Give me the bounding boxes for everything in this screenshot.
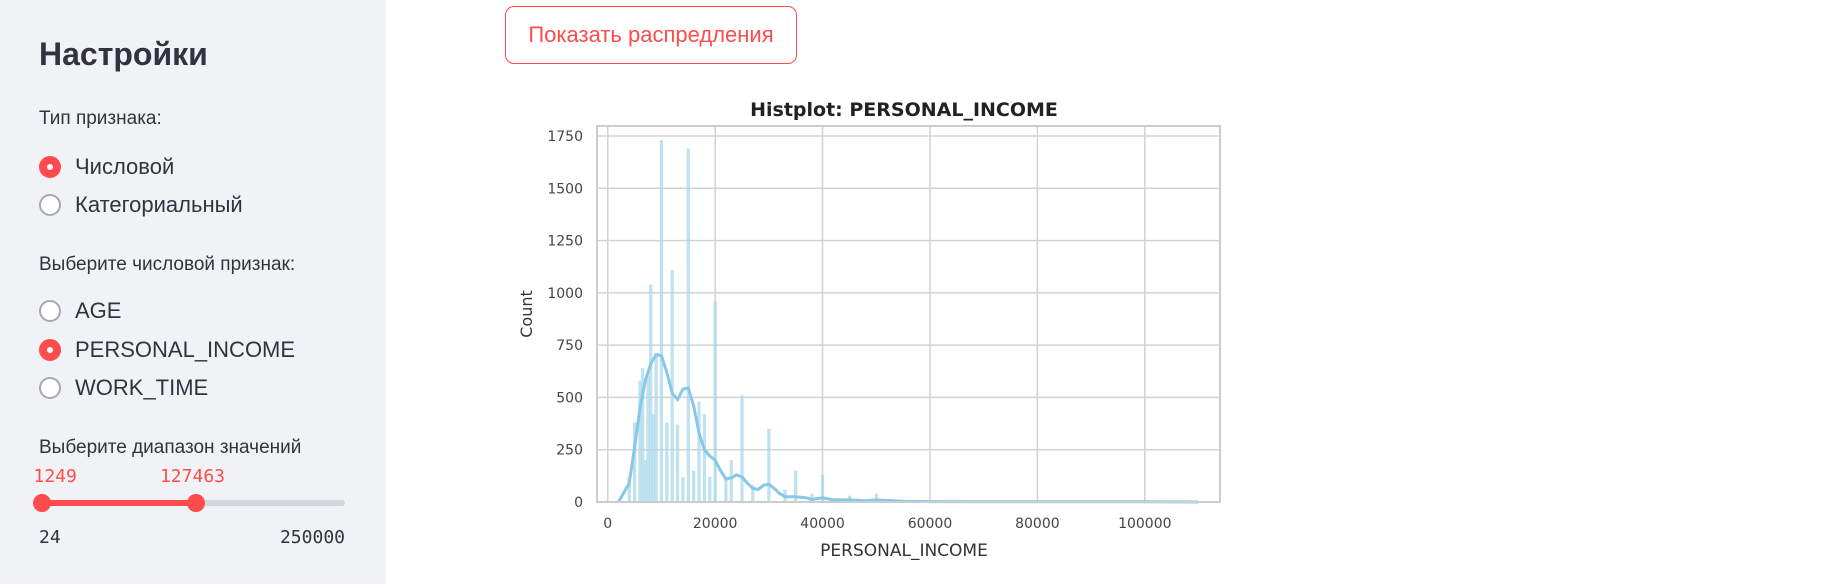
range-slider-low-handle[interactable]: [33, 494, 52, 512]
x-tick-label: 80000: [1015, 516, 1060, 532]
radio-label: AGE: [75, 298, 122, 323]
radio-personal-income[interactable]: PERSONAL_INCOME: [39, 335, 295, 365]
range-high-value: 127463: [159, 466, 225, 487]
radio-numeric[interactable]: Числовой: [39, 152, 174, 182]
x-tick-label: 20000: [693, 516, 738, 532]
radio-label: Категориальный: [75, 192, 243, 217]
radio-selected-icon: [39, 156, 61, 178]
histogram-bar: [646, 376, 650, 502]
y-tick-label: 1500: [547, 181, 583, 197]
feature-type-label: Тип признака:: [39, 108, 162, 129]
histogram-bar: [686, 148, 690, 502]
y-tick-label: 250: [556, 443, 583, 459]
histogram-bar: [692, 470, 696, 502]
histogram-bar: [675, 424, 680, 502]
sidebar: Настройки Тип признака: Числовой Категор…: [0, 0, 386, 584]
histogram-bar: [697, 401, 701, 502]
y-tick-label: 500: [556, 390, 583, 406]
kde-line: [617, 352, 1199, 504]
radio-label: WORK_TIME: [75, 375, 209, 400]
y-axis-label: Count: [517, 290, 536, 338]
radio-work-time[interactable]: WORK_TIME: [39, 373, 208, 403]
range-low-value: 1249: [33, 466, 77, 487]
histogram-bar: [708, 476, 712, 502]
y-tick-label: 1750: [547, 129, 583, 145]
sidebar-title: Настройки: [39, 36, 208, 72]
histogram-bar: [649, 284, 653, 502]
histogram-bar: [820, 474, 825, 502]
histogram-bar: [641, 368, 645, 502]
histogram-bar: [874, 493, 878, 502]
histogram-bar: [632, 422, 637, 502]
show-distributions-button[interactable]: Показать распредления: [505, 6, 797, 64]
plot-frame: [596, 125, 1221, 503]
y-tick-label: 750: [556, 338, 583, 354]
histogram-svg: Histplot: PERSONAL_INCOME 0 20000 40000 600…: [517, 99, 1221, 561]
radio-unselected-icon: [39, 377, 61, 399]
radio-label: PERSONAL_INCOME: [75, 337, 296, 362]
histogram-bar: [670, 269, 674, 502]
histogram-bar: [638, 380, 642, 502]
radio-unselected-icon: [39, 300, 61, 322]
histogram-bar: [665, 422, 669, 502]
range-slider-high-handle[interactable]: [186, 494, 205, 512]
radio-categorical[interactable]: Категориальный: [39, 190, 243, 220]
histogram-chart: Histplot: PERSONAL_INCOME 0 20000 40000 600…: [500, 90, 1270, 575]
range-max-label: 250000: [279, 527, 345, 548]
range-slider-fill: [42, 500, 196, 506]
chart-title: Histplot: PERSONAL_INCOME: [750, 99, 1058, 121]
y-tick-label: 1250: [547, 234, 583, 250]
x-tick-label: 0: [603, 516, 612, 532]
x-tick-label: 60000: [908, 516, 953, 532]
y-tick-label: 1000: [547, 286, 583, 302]
histogram-bar: [810, 493, 814, 502]
histogram-bar: [713, 301, 717, 502]
histogram-bar: [794, 470, 798, 502]
histogram-bar: [654, 355, 658, 502]
histogram-bar: [767, 428, 771, 502]
histogram-bar: [729, 460, 733, 502]
range-min-label: 24: [39, 527, 61, 548]
histogram-bar: [651, 414, 656, 502]
histogram-bar: [740, 395, 744, 502]
radio-unselected-icon: [39, 194, 61, 216]
histogram-bar: [681, 476, 685, 502]
x-axis-label: PERSONAL_INCOME: [820, 541, 988, 561]
range-label: Выберите диапазон значений: [39, 437, 302, 458]
histogram-bar: [627, 476, 631, 502]
numeric-feature-label: Выберите числовой признак:: [39, 254, 296, 275]
histogram-bar: [724, 476, 728, 502]
histogram-bar: [751, 485, 755, 502]
histogram-bar: [643, 460, 647, 502]
radio-age[interactable]: AGE: [39, 296, 121, 326]
x-tick-label: 100000: [1118, 516, 1171, 532]
histogram-bar: [702, 414, 707, 502]
x-tick-label: 40000: [800, 516, 845, 532]
radio-label: Числовой: [75, 154, 175, 179]
y-tick-label: 0: [574, 495, 583, 511]
radio-selected-icon: [39, 339, 61, 361]
histogram-bar: [659, 140, 664, 502]
